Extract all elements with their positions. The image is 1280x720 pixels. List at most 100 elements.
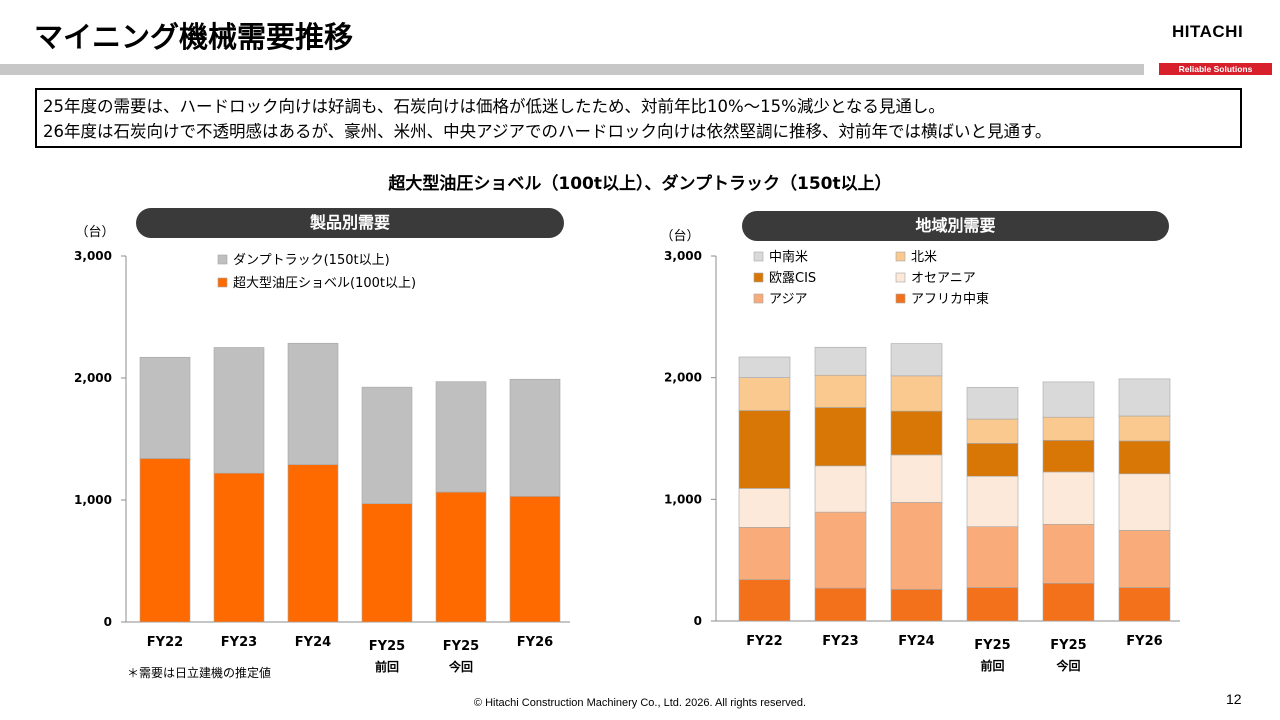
bar-segment [966,587,1019,622]
summary-line-2: 26年度は石炭向けで不透明感はあるが、豪州、米州、中央アジアでのハードロック向け… [43,122,1052,141]
y-tick-label: 2,000 [74,371,112,385]
bar-segment [1042,440,1095,473]
x-tick-label: FY23 [822,634,858,649]
bar-segment [814,374,867,408]
y-tick-label: 3,000 [74,249,112,263]
bar-segment [890,375,943,412]
x-tick-label: FY22 [147,635,183,650]
legend-label: 北米 [911,250,937,265]
bar-segment [966,475,1019,528]
bar-segment [966,443,1019,477]
legend-label: アフリカ中東 [911,291,989,307]
x-tick-label: FY26 [517,635,553,650]
y-tick-label: 2,000 [664,371,702,385]
header-divider [0,64,1144,75]
tagline-badge: Reliable Solutions [1159,63,1272,75]
x-tick-label: FY24 [898,634,934,649]
y-unit-label: （台） [660,229,699,244]
bar-segment [361,386,413,504]
x-tick-sublabel: 前回 [375,659,399,674]
x-tick-sublabel: 前回 [980,658,1004,673]
bar-segment [287,342,339,465]
x-tick-label: FY23 [221,635,257,650]
x-tick-label: FY25 [974,638,1010,653]
bar-segment [139,356,191,459]
x-tick-label: FY25 [443,639,479,654]
legend-label: オセアニア [911,271,976,286]
bar-segment [1042,471,1095,525]
bar-segment [1118,587,1171,622]
bar-segment [814,407,867,467]
summary-line-1: 25年度の需要は、ハードロック向けは好調も、石炭向けは価格が低迷したため、対前年… [43,97,945,116]
y-tick-label: 0 [104,615,112,629]
bar-segment [1042,381,1095,418]
page-number: 12 [1226,691,1242,707]
bar-segment [435,491,487,623]
panel-title-region: 地域別需要 [742,211,1169,241]
bar-segment [1042,523,1095,584]
bar-segment [435,381,487,493]
bar-segment [814,465,867,513]
bar-segment [738,356,791,378]
bar-segment [1042,582,1095,622]
bar-segment [890,410,943,456]
bar-segment [1118,440,1171,475]
bar-segment [890,589,943,622]
bar-segment [890,502,943,590]
bar-segment [1118,473,1171,531]
bar-segment [738,579,791,622]
bar-segment [139,458,191,623]
legend-swatch [217,277,228,288]
legend-swatch [895,251,906,262]
bar-segment [966,526,1019,588]
bar-segment [966,418,1019,444]
y-tick-label: 3,000 [664,249,702,263]
x-tick-label: FY25 [369,639,405,654]
summary-box: 25年度の需要は、ハードロック向けは好調も、石炭向けは価格が低迷したため、対前年… [35,88,1242,148]
y-unit-label: （台） [75,225,114,240]
bar-segment [213,472,265,623]
bar-segment [738,410,791,489]
panel-title-product: 製品別需要 [136,208,564,238]
legend-label: ダンプトラック(150t以上) [233,253,390,268]
bar-segment [890,343,943,377]
x-tick-label: FY25 [1050,638,1086,653]
legend-label: アジア [769,292,807,307]
x-tick-sublabel: 今回 [1055,658,1080,673]
bar-segment [814,346,867,376]
legend-swatch [753,272,764,283]
legend-swatch [895,272,906,283]
bar-segment [213,347,265,474]
bar-segment [1118,415,1171,442]
charts-subtitle: 超大型油圧ショベル（100t以上）、ダンプトラック（150t以上） [388,174,892,194]
bar-segment [890,454,943,503]
y-tick-label: 0 [694,614,702,628]
bar-segment [509,496,561,623]
y-tick-label: 1,000 [664,492,702,506]
legend-swatch [753,293,764,304]
bar-segment [738,527,791,580]
bar-segment [1042,416,1095,441]
bar-segment [1118,530,1171,588]
legend-swatch [895,293,906,304]
bar-segment [738,377,791,411]
bar-segment [287,464,339,623]
x-tick-sublabel: 今回 [448,659,473,674]
x-tick-label: FY22 [746,634,782,649]
legend-swatch [753,251,764,262]
legend-label: 欧露CIS [769,271,816,286]
bar-segment [361,503,413,623]
bar-segment [966,387,1019,420]
bar-segment [814,587,867,622]
estimate-note: ＊需要は日立建機の推定値 [127,666,272,680]
bar-segment [1118,378,1171,417]
legend-swatch [217,254,228,265]
legend-label: 超大型油圧ショベル(100t以上) [233,276,416,291]
legend-label: 中南米 [769,249,808,265]
x-tick-label: FY24 [295,635,331,650]
bar-segment [738,488,791,528]
bar-segment [509,378,561,497]
hitachi-logo: HITACHI [1172,22,1244,41]
x-tick-label: FY26 [1126,634,1162,649]
